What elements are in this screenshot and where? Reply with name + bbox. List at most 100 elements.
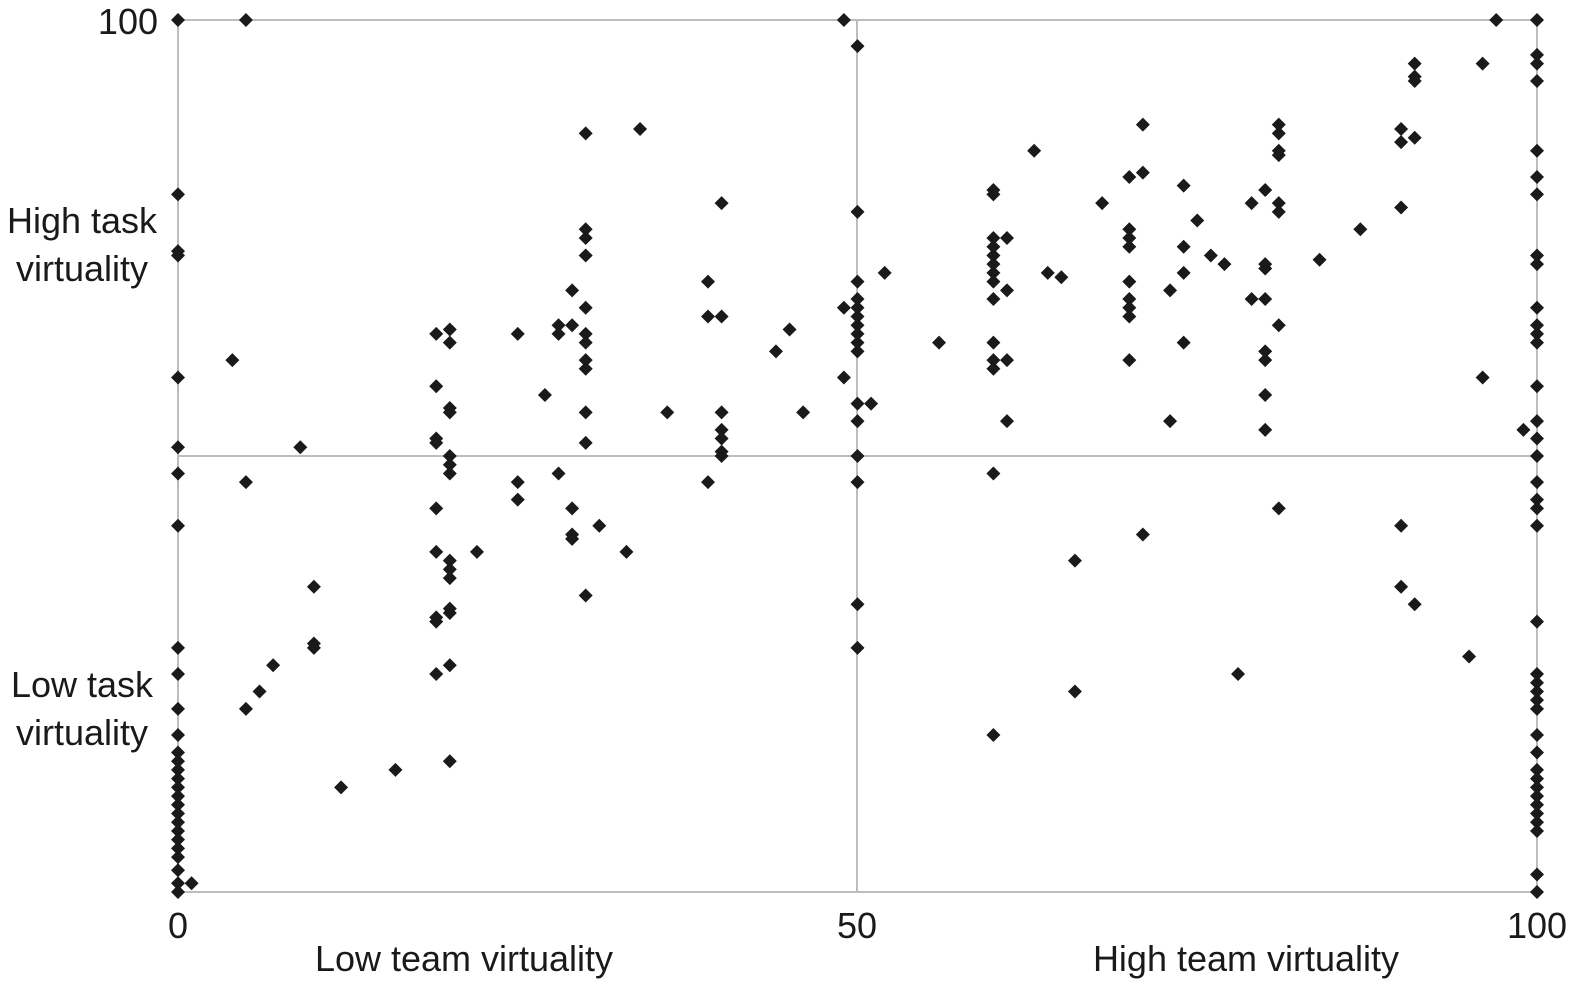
data-point-139 <box>986 361 1001 376</box>
data-point-159 <box>1122 309 1137 324</box>
data-point-13 <box>171 754 185 769</box>
data-point-183 <box>1258 261 1273 276</box>
data-point-187 <box>1271 148 1286 163</box>
data-point-226 <box>1530 475 1544 490</box>
data-point-46 <box>429 544 444 559</box>
data-point-111 <box>850 274 865 289</box>
data-point-94 <box>701 309 716 324</box>
data-point-53 <box>442 405 457 420</box>
data-point-215 <box>1530 187 1544 202</box>
data-point-130 <box>986 231 1001 245</box>
data-point-62 <box>442 658 457 673</box>
data-point-45 <box>429 501 444 516</box>
data-point-118 <box>850 344 865 359</box>
data-point-137 <box>986 335 1001 350</box>
data-point-96 <box>714 309 729 324</box>
data-point-166 <box>1176 178 1191 193</box>
data-point-181 <box>1258 422 1273 437</box>
data-point-80 <box>578 353 593 368</box>
data-point-85 <box>578 248 593 263</box>
data-point-145 <box>999 353 1014 368</box>
data-point-124 <box>850 640 865 655</box>
data-point-25 <box>171 863 185 878</box>
data-point-103 <box>768 344 783 359</box>
data-point-236 <box>1530 728 1544 743</box>
data-point-64 <box>469 544 484 559</box>
data-point-107 <box>836 370 851 385</box>
data-point-132 <box>986 248 1001 263</box>
data-point-239 <box>1530 771 1544 786</box>
data-point-35 <box>293 440 308 455</box>
y-high-label-line1: High task <box>7 200 158 241</box>
data-point-228 <box>1530 501 1544 516</box>
data-point-93 <box>701 274 716 289</box>
data-point-144 <box>999 414 1014 429</box>
data-point-245 <box>1530 823 1544 838</box>
data-point-134 <box>986 265 1001 280</box>
data-point-113 <box>850 300 865 315</box>
data-point-197 <box>1394 518 1409 533</box>
data-point-142 <box>999 231 1014 245</box>
data-point-104 <box>782 322 797 337</box>
data-point-89 <box>592 518 607 533</box>
data-point-4 <box>171 370 185 385</box>
data-point-246 <box>1530 867 1544 882</box>
data-point-189 <box>1271 204 1286 219</box>
data-point-50 <box>442 322 457 337</box>
data-point-122 <box>850 475 865 490</box>
x-tick-label-50: 50 <box>837 905 877 946</box>
data-point-39 <box>334 780 349 795</box>
y-tick-label-100: 100 <box>98 1 158 42</box>
data-point-231 <box>1530 667 1544 681</box>
data-point-154 <box>1122 231 1137 245</box>
y-low-label-line2: virtuality <box>16 712 148 753</box>
data-point-123 <box>850 597 865 612</box>
y-low-label-line1: Low task <box>11 664 154 705</box>
data-point-165 <box>1163 283 1178 298</box>
data-point-240 <box>1530 780 1544 795</box>
data-point-167 <box>1176 239 1191 254</box>
data-point-152 <box>1122 169 1137 184</box>
data-point-210 <box>1530 47 1544 62</box>
data-point-71 <box>551 326 566 341</box>
data-point-55 <box>442 457 457 472</box>
data-point-206 <box>1475 56 1490 71</box>
data-point-42 <box>429 379 444 394</box>
data-point-101 <box>714 449 729 463</box>
x-low-label: Low team virtuality <box>315 938 613 979</box>
data-point-193 <box>1353 222 1368 237</box>
data-point-202 <box>1407 74 1422 89</box>
data-point-18 <box>171 797 185 812</box>
data-point-150 <box>1067 684 1082 699</box>
data-point-219 <box>1530 318 1544 333</box>
data-point-237 <box>1530 745 1544 760</box>
data-point-73 <box>565 318 580 333</box>
data-point-229 <box>1530 518 1544 533</box>
data-point-158 <box>1122 300 1137 315</box>
data-point-78 <box>578 326 593 341</box>
data-point-11 <box>171 728 185 743</box>
data-point-74 <box>565 501 580 516</box>
y-high-label-line2: virtuality <box>16 248 148 289</box>
data-point-83 <box>578 435 593 450</box>
data-point-177 <box>1258 292 1273 307</box>
data-point-217 <box>1530 257 1544 272</box>
data-point-220 <box>1530 326 1544 341</box>
data-point-112 <box>850 292 865 307</box>
data-point-214 <box>1530 169 1544 184</box>
data-point-17 <box>171 789 185 804</box>
data-point-12 <box>171 745 185 760</box>
data-point-160 <box>1122 353 1137 368</box>
data-point-92 <box>660 405 675 420</box>
data-point-115 <box>850 318 865 333</box>
data-point-204 <box>1462 649 1477 664</box>
data-point-51 <box>442 335 457 350</box>
data-point-133 <box>986 257 1001 272</box>
data-point-247 <box>1530 885 1544 899</box>
data-point-162 <box>1135 165 1150 180</box>
data-point-174 <box>1244 196 1259 211</box>
data-point-110 <box>850 204 865 219</box>
data-point-120 <box>850 414 865 429</box>
data-point-172 <box>1217 257 1232 272</box>
data-point-241 <box>1530 789 1544 804</box>
